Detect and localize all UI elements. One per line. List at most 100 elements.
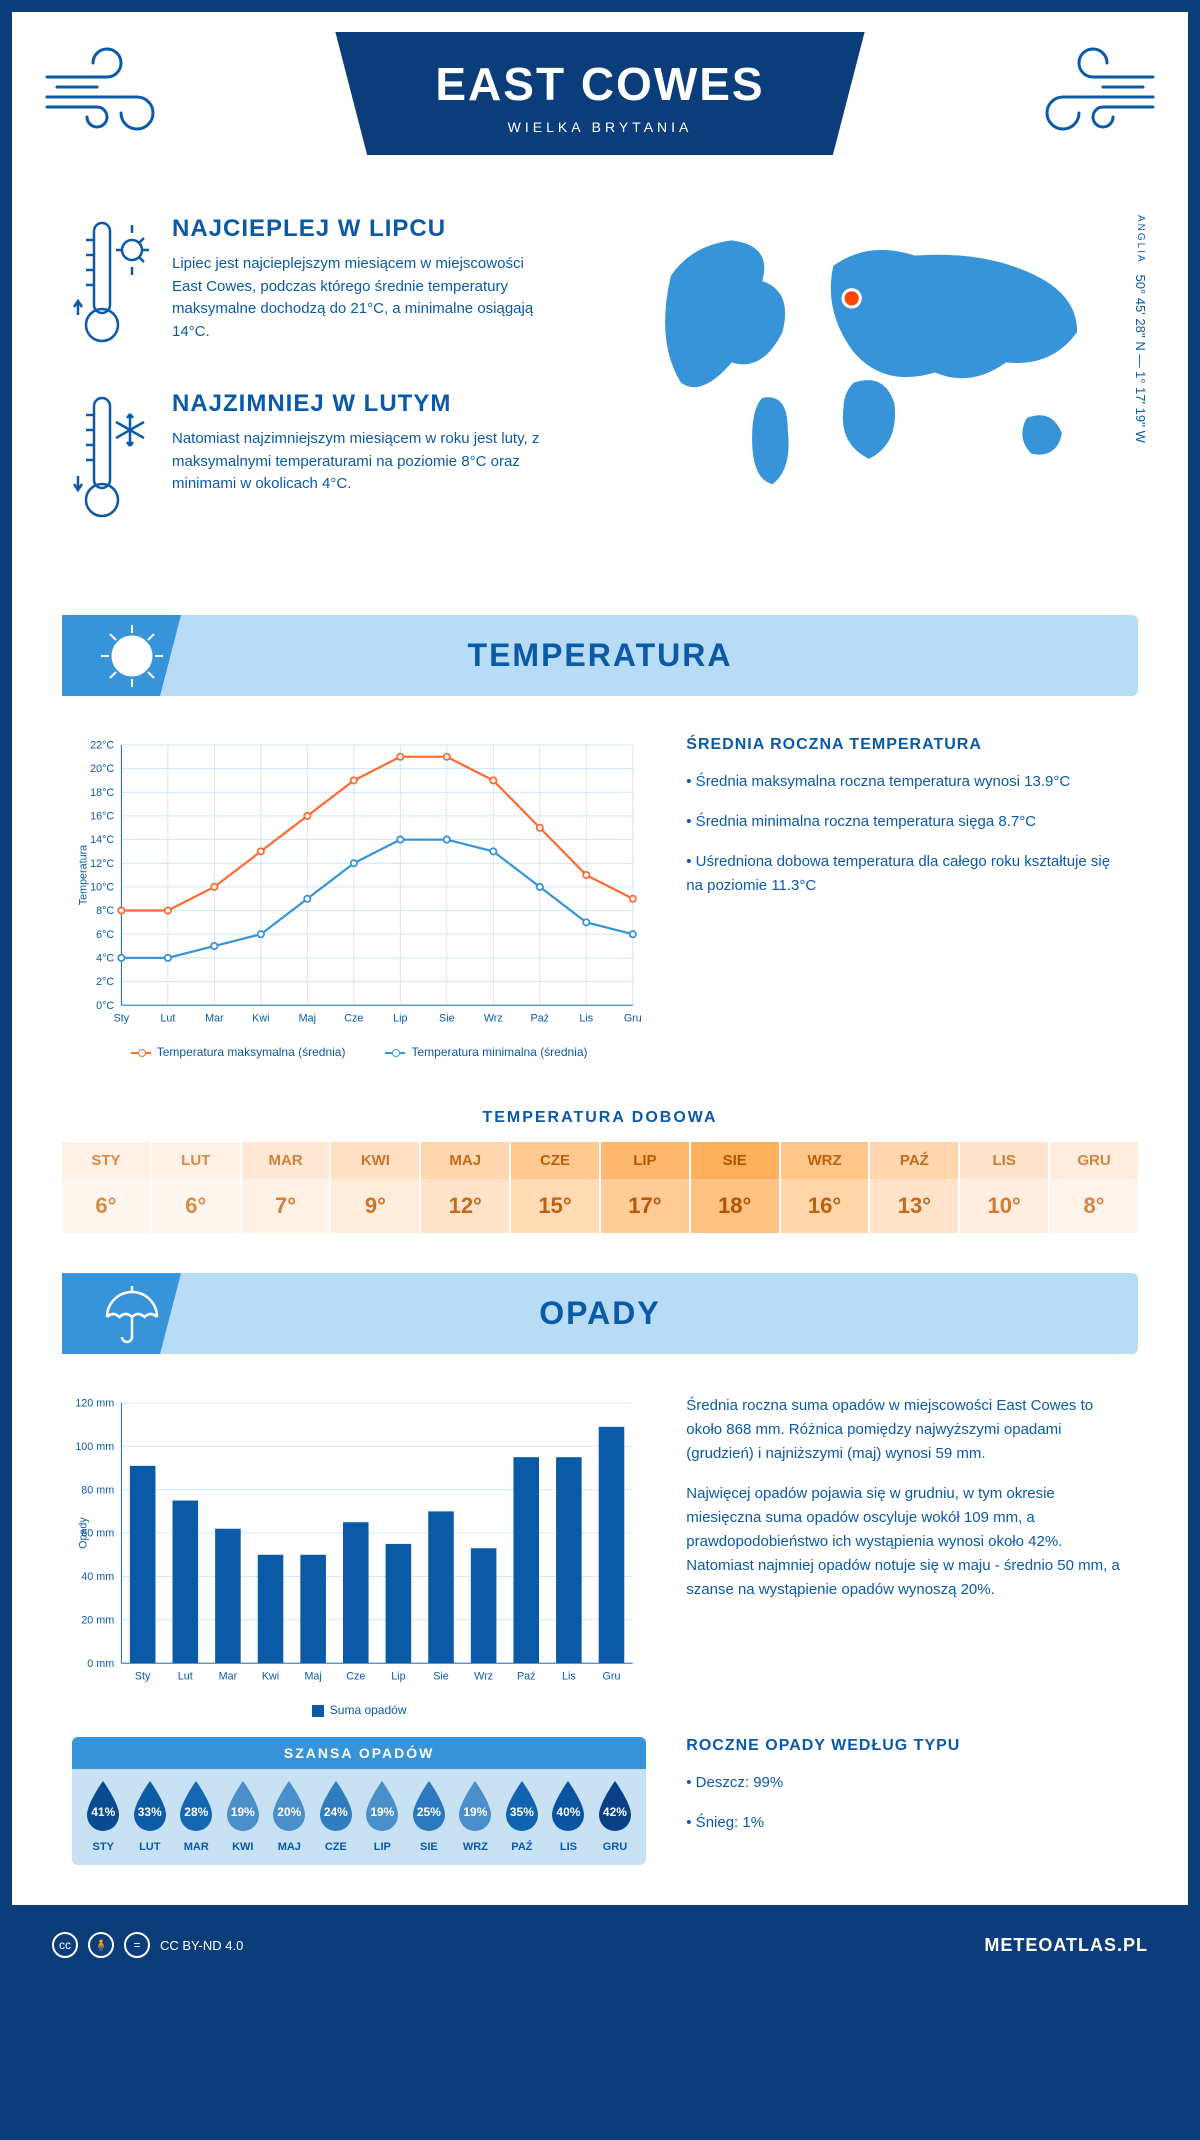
svg-text:16°C: 16°C	[90, 811, 114, 823]
svg-text:8°C: 8°C	[96, 905, 114, 917]
temperature-section-header: TEMPERATURA	[62, 615, 1138, 696]
nd-icon: =	[124, 1932, 150, 1958]
svg-text:Sty: Sty	[114, 1012, 130, 1024]
latlon: 50° 45' 28'' N — 1° 17' 19'' W	[1133, 275, 1148, 443]
precip-legend: Suma opadów	[72, 1703, 646, 1717]
svg-text:Maj: Maj	[299, 1012, 316, 1024]
fact-hottest: NAJCIEPLEJ W LIPCU Lipiec jest najcieple…	[72, 215, 580, 355]
svg-text:Lut: Lut	[160, 1012, 175, 1024]
temp-side-b1: • Średnia maksymalna roczna temperatura …	[686, 770, 1128, 794]
svg-text:Gru: Gru	[603, 1670, 621, 1682]
thermometer-cold-icon	[72, 390, 152, 530]
chance-cell: 20%MAJ	[266, 1779, 313, 1861]
svg-text:Paź: Paź	[531, 1012, 550, 1024]
cc-icon: cc	[52, 1932, 78, 1958]
daily-temp-title: TEMPERATURA DOBOWA	[12, 1109, 1188, 1127]
svg-text:100 mm: 100 mm	[75, 1441, 114, 1453]
svg-text:Sty: Sty	[135, 1670, 151, 1682]
svg-text:120 mm: 120 mm	[75, 1398, 114, 1410]
svg-text:Lip: Lip	[393, 1012, 407, 1024]
daily-temp-cell: LUT6°	[152, 1142, 242, 1233]
chance-title: SZANSA OPADÓW	[72, 1737, 646, 1769]
daily-temp-cell: MAR7°	[242, 1142, 332, 1233]
svg-text:Cze: Cze	[346, 1670, 365, 1682]
svg-text:80 mm: 80 mm	[81, 1484, 114, 1496]
svg-text:Lis: Lis	[562, 1670, 576, 1682]
svg-text:2°C: 2°C	[96, 976, 114, 988]
daily-temp-cell: STY6°	[62, 1142, 152, 1233]
precip-p1: Średnia roczna suma opadów w miejscowośc…	[686, 1394, 1128, 1466]
daily-temp-cell: LIS10°	[960, 1142, 1050, 1233]
wind-icon-left	[42, 42, 182, 142]
svg-text:Sie: Sie	[439, 1012, 455, 1024]
daily-temp-table: STY6°LUT6°MAR7°KWI9°MAJ12°CZE15°LIP17°SI…	[62, 1142, 1138, 1233]
facts-column: NAJCIEPLEJ W LIPCU Lipiec jest najcieple…	[72, 215, 580, 565]
svg-text:Wrz: Wrz	[484, 1012, 503, 1024]
svg-text:Temperatura: Temperatura	[77, 845, 89, 905]
daily-temp-cell: PAŹ13°	[870, 1142, 960, 1233]
svg-text:Cze: Cze	[344, 1012, 363, 1024]
precip-bottom-row: SZANSA OPADÓW 41%STY33%LUT28%MAR19%KWI20…	[12, 1737, 1188, 1905]
precip-chart-row: 0 mm20 mm40 mm60 mm80 mm100 mm120 mmStyL…	[12, 1374, 1188, 1737]
chance-cell: 25%SIE	[406, 1779, 453, 1861]
svg-text:Kwi: Kwi	[252, 1012, 269, 1024]
fact-cold-title: NAJZIMNIEJ W LUTYM	[172, 390, 552, 418]
svg-text:Opady: Opady	[77, 1517, 89, 1549]
svg-text:12°C: 12°C	[90, 858, 114, 870]
temp-side-title: ŚREDNIA ROCZNA TEMPERATURA	[686, 736, 1128, 754]
chance-row: 41%STY33%LUT28%MAR19%KWI20%MAJ24%CZE19%L…	[72, 1769, 646, 1865]
coordinates: ANGLIA 50° 45' 28'' N — 1° 17' 19'' W	[1133, 215, 1148, 443]
svg-text:Mar: Mar	[205, 1012, 224, 1024]
svg-text:Lis: Lis	[579, 1012, 593, 1024]
svg-text:Lip: Lip	[391, 1670, 405, 1682]
temperature-title: TEMPERATURA	[62, 637, 1138, 674]
precip-type-b1: • Deszcz: 99%	[686, 1771, 1128, 1795]
legend-min: Temperatura minimalna (średnia)	[411, 1045, 587, 1059]
chance-cell: 24%CZE	[313, 1779, 360, 1861]
svg-text:Mar: Mar	[219, 1670, 238, 1682]
precip-section-header: OPADY	[62, 1273, 1138, 1354]
daily-temp-cell: SIE18°	[691, 1142, 781, 1233]
svg-text:Wrz: Wrz	[474, 1670, 493, 1682]
svg-text:10°C: 10°C	[90, 881, 114, 893]
chance-cell: 33%LUT	[127, 1779, 174, 1861]
fact-coldest: NAJZIMNIEJ W LUTYM Natomiast najzimniejs…	[72, 390, 580, 530]
precip-legend-label: Suma opadów	[330, 1703, 407, 1717]
svg-text:Paź: Paź	[517, 1670, 536, 1682]
svg-text:22°C: 22°C	[90, 740, 114, 752]
wind-icon-right	[1018, 42, 1158, 142]
chance-cell: 19%WRZ	[452, 1779, 499, 1861]
header: EAST COWES WIELKA BRYTANIA	[12, 12, 1188, 185]
precip-p2: Najwięcej opadów pojawia się w grudniu, …	[686, 1482, 1128, 1602]
svg-text:40 mm: 40 mm	[81, 1571, 114, 1583]
precip-type-b2: • Śnieg: 1%	[686, 1811, 1128, 1835]
daily-temp-cell: MAJ12°	[421, 1142, 511, 1233]
region-label: ANGLIA	[1135, 215, 1146, 264]
world-map-icon	[620, 215, 1128, 499]
svg-text:20°C: 20°C	[90, 763, 114, 775]
precip-bar-chart: 0 mm20 mm40 mm60 mm80 mm100 mm120 mmStyL…	[72, 1394, 646, 1717]
temp-side-b2: • Średnia minimalna roczna temperatura s…	[686, 810, 1128, 834]
svg-text:Kwi: Kwi	[262, 1670, 279, 1682]
daily-temp-cell: WRZ16°	[781, 1142, 871, 1233]
chance-cell: 19%KWI	[220, 1779, 267, 1861]
infographic-page: EAST COWES WIELKA BRYTANIA	[12, 12, 1188, 1905]
by-icon: 🧍	[88, 1932, 114, 1958]
chance-cell: 19%LIP	[359, 1779, 406, 1861]
fact-hot-title: NAJCIEPLEJ W LIPCU	[172, 215, 552, 243]
license-text: CC BY-ND 4.0	[160, 1938, 243, 1953]
intro-row: NAJCIEPLEJ W LIPCU Lipiec jest najcieple…	[12, 185, 1188, 595]
precip-title: OPADY	[62, 1295, 1138, 1332]
svg-text:18°C: 18°C	[90, 787, 114, 799]
precip-chance-box: SZANSA OPADÓW 41%STY33%LUT28%MAR19%KWI20…	[72, 1737, 646, 1865]
daily-temp-cell: LIP17°	[601, 1142, 691, 1233]
svg-text:4°C: 4°C	[96, 952, 114, 964]
page-subtitle: WIELKA BRYTANIA	[435, 119, 764, 135]
chance-cell: 35%PAŹ	[499, 1779, 546, 1861]
svg-text:Lut: Lut	[178, 1670, 193, 1682]
svg-text:0°C: 0°C	[96, 1000, 114, 1012]
chance-cell: 28%MAR	[173, 1779, 220, 1861]
temp-legend: Temperatura maksymalna (średnia) Tempera…	[72, 1045, 646, 1059]
temperature-chart-row: 0°C2°C4°C6°C8°C10°C12°C14°C16°C18°C20°C2…	[12, 716, 1188, 1079]
footer: cc 🧍 = CC BY-ND 4.0 METEOATLAS.PL	[12, 1917, 1188, 1973]
